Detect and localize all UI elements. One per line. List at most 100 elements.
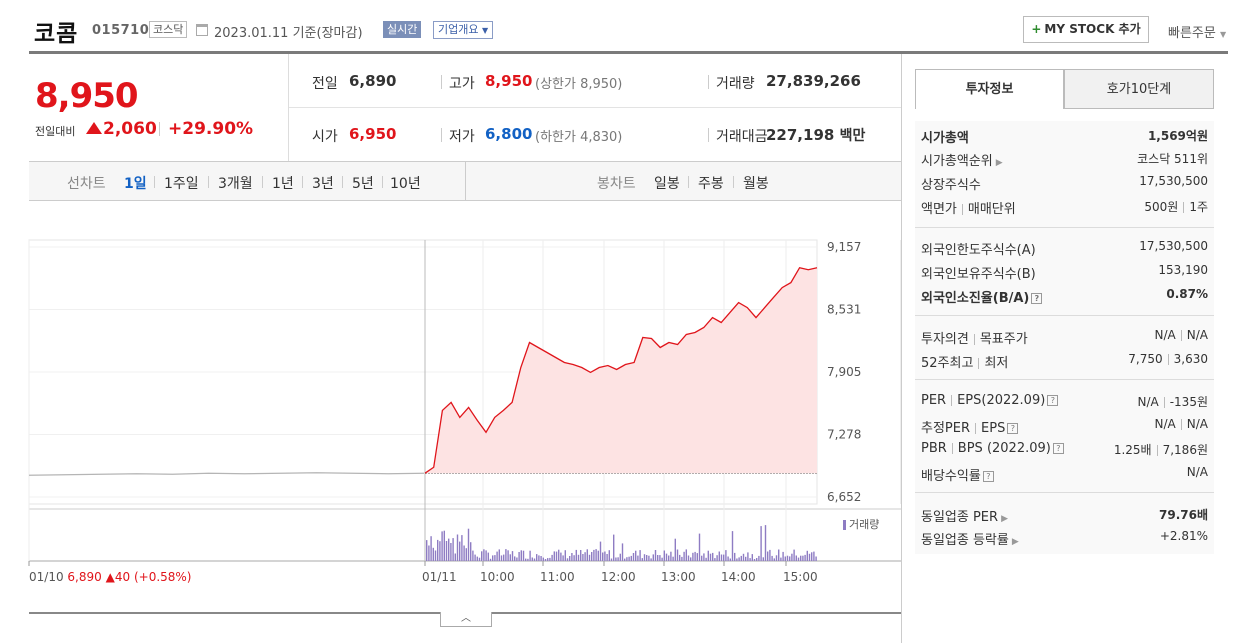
volume-bar <box>654 550 657 561</box>
tab-1week[interactable]: 1주일 <box>164 176 199 192</box>
volume-bar <box>626 557 628 561</box>
opinion-target-label: 투자의견 목표주가 <box>921 328 1028 347</box>
low-label: 저가 <box>449 129 475 145</box>
upper-limit-label: (상한가 <box>535 77 576 92</box>
plus-icon: + <box>1031 22 1042 36</box>
volume-bar <box>610 558 613 561</box>
help-icon[interactable]: ? <box>1031 293 1043 304</box>
help-icon[interactable]: ? <box>982 471 994 482</box>
tab-1year[interactable]: 1년 <box>272 176 294 192</box>
volume-bar <box>599 541 602 561</box>
volume-bar <box>619 553 621 561</box>
tab-10year[interactable]: 10년 <box>390 176 421 192</box>
tab-weekly-candle[interactable]: 주봉 <box>698 176 724 192</box>
sector-change[interactable]: 동일업종 등락률 ▶ <box>921 529 1019 548</box>
tab-1day[interactable]: 1일 <box>124 176 147 192</box>
quick-order-label: 빠른주문 <box>1168 26 1216 41</box>
volume-bar <box>705 557 707 561</box>
chart-axis: 9,157 8,531 7,905 7,278 6,652 01/11 10:00 11:00… <box>28 240 861 584</box>
divider <box>901 54 902 643</box>
prev-close-value: 6,890 <box>349 72 397 90</box>
volume-bar <box>540 556 542 561</box>
foreign-limit-value: 17,530,500 <box>1139 239 1208 253</box>
volume-bar <box>639 550 641 561</box>
dividend-value: N/A <box>1186 465 1208 479</box>
market-cap-value: 1,569억원 <box>1147 129 1208 143</box>
foreign-ratio-value: 0.87% <box>1166 287 1208 301</box>
tab-3year[interactable]: 3년 <box>312 176 334 192</box>
line-chart-label: 선차트 <box>67 176 106 192</box>
help-icon[interactable]: ? <box>1007 423 1019 434</box>
tab-5year[interactable]: 5년 <box>352 176 374 192</box>
volume-bar <box>718 551 720 561</box>
volume-bar <box>443 530 445 561</box>
volume-bar <box>536 554 538 561</box>
divider <box>951 395 953 406</box>
market-cap-rank[interactable]: 시가총액순위 ▶ <box>921 150 1003 169</box>
market-cap-rank-label: 시가총액순위 <box>921 154 993 169</box>
volume-bar <box>784 556 786 561</box>
tab-ask-10[interactable]: 호가10단계 <box>1064 69 1214 109</box>
quick-order-dropdown[interactable]: 빠른주문 ▼ <box>1168 22 1226 41</box>
w52-low-value: 3,630 <box>1173 352 1208 366</box>
listed-shares-label: 상장주식수 <box>921 178 981 193</box>
volume-bar <box>558 549 560 561</box>
w52-low-label: 최저 <box>984 356 1009 371</box>
x-tick-label: 10:00 <box>480 570 515 584</box>
legend-swatch <box>843 520 846 530</box>
volume-bar <box>494 555 496 561</box>
my-stock-add-button[interactable]: + MY STOCK 추가 <box>1023 16 1149 43</box>
help-icon[interactable]: ? <box>1047 395 1059 406</box>
volume-bar <box>751 554 753 561</box>
volume-bar <box>685 549 687 561</box>
volume-bar <box>573 555 575 561</box>
tab-invest-info[interactable]: 투자정보 <box>915 69 1064 109</box>
volume-bar <box>672 556 674 561</box>
w52-value: 7,750 3,630 <box>1060 352 1208 366</box>
volume-bar <box>522 550 525 561</box>
volume-bar <box>549 557 551 561</box>
collapse-button[interactable]: ︿ <box>440 612 492 627</box>
tab-daily-candle[interactable]: 일봉 <box>654 176 680 192</box>
volume-bar <box>467 528 470 561</box>
amount-number: 227,198 <box>766 126 835 144</box>
volume-bar <box>586 549 588 561</box>
realtime-badge: 실시간 <box>383 21 422 38</box>
volume-bar <box>670 551 672 561</box>
volume-bar <box>621 543 624 561</box>
prev-close-label: 전일 <box>312 76 338 92</box>
volume-bar <box>593 549 595 561</box>
y-tick-label: 8,531 <box>827 302 861 316</box>
volume-bar <box>500 555 503 561</box>
volume-bar <box>663 550 665 561</box>
volume-label: 거래량 <box>716 76 755 92</box>
volume-bar <box>762 557 764 561</box>
sector-per[interactable]: 동일업종 PER ▶ <box>921 506 1008 525</box>
volume-bar <box>426 540 428 561</box>
company-info-dropdown[interactable]: 기업개요 ▼ <box>433 21 494 39</box>
volume-bar <box>617 557 619 561</box>
volume-bar <box>448 538 450 561</box>
volume-bar <box>690 557 692 561</box>
tab-monthly-candle[interactable]: 월봉 <box>743 176 769 192</box>
per-value: N/A <box>1137 395 1159 409</box>
up-arrow-icon <box>86 122 102 134</box>
volume-bar <box>753 559 756 561</box>
bps-value: 7,186원 <box>1162 443 1208 457</box>
help-icon[interactable]: ? <box>1052 443 1064 454</box>
volume-bar <box>591 552 593 561</box>
volume-bar <box>547 558 549 561</box>
volume-bar <box>723 554 725 561</box>
volume-bar <box>428 545 430 561</box>
x-tick-label: 14:00 <box>721 570 756 584</box>
volume-bar <box>665 553 668 561</box>
sector-per-label: 동일업종 PER <box>921 510 999 525</box>
divider <box>733 176 734 188</box>
volume-bar <box>771 555 773 561</box>
tab-3month[interactable]: 3개월 <box>218 176 253 192</box>
lower-limit: (하한가 4,830) <box>535 126 622 145</box>
volume-bar <box>804 554 806 561</box>
divider <box>961 204 963 215</box>
y-tick-label: 6,652 <box>827 490 861 504</box>
volume-bar <box>461 535 463 561</box>
